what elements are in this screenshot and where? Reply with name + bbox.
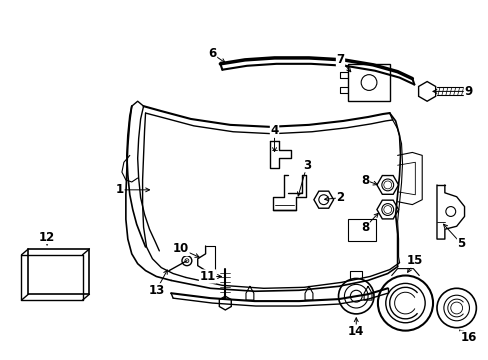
Text: 8: 8	[360, 221, 368, 234]
Text: 1: 1	[116, 183, 124, 196]
Text: 5: 5	[457, 238, 465, 251]
Text: 16: 16	[459, 331, 476, 344]
Text: 11: 11	[199, 270, 215, 283]
Text: 14: 14	[347, 325, 364, 338]
Text: 10: 10	[173, 242, 189, 255]
Text: 6: 6	[208, 48, 216, 60]
Bar	[347, 219, 375, 241]
Text: 3: 3	[303, 159, 310, 172]
Text: 8: 8	[360, 174, 368, 186]
Bar	[28, 249, 89, 294]
Text: 4: 4	[270, 124, 278, 137]
Text: 7: 7	[336, 53, 344, 66]
Text: 2: 2	[336, 191, 344, 204]
Text: 9: 9	[464, 85, 471, 98]
Text: 12: 12	[39, 231, 55, 244]
Bar	[347, 64, 389, 101]
Text: 15: 15	[407, 254, 423, 267]
Text: 13: 13	[148, 284, 164, 297]
